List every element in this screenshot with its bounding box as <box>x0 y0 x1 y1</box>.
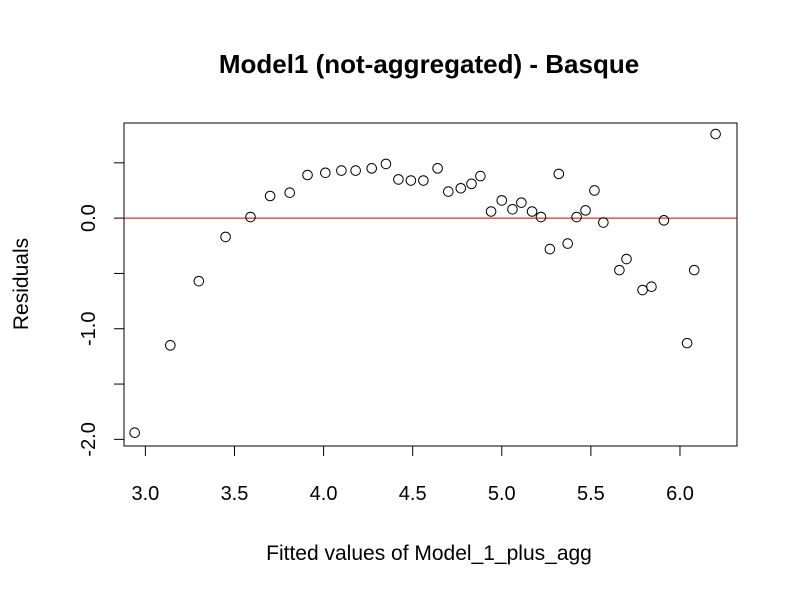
data-point <box>245 211 256 223</box>
data-point <box>516 197 527 208</box>
data-point <box>418 175 429 186</box>
x-tick-label: 5.5 <box>577 483 605 505</box>
data-point <box>264 190 276 202</box>
data-point <box>688 264 700 276</box>
data-point <box>485 206 497 217</box>
data-point <box>681 337 693 349</box>
data-point <box>646 281 657 293</box>
y-tick-label: -2.0 <box>78 422 100 456</box>
x-axis: 3.0 3.5 4.0 4.5 5.0 5.5 6.0 <box>131 445 694 505</box>
data-point <box>496 195 508 206</box>
data-point <box>320 167 331 179</box>
data-point <box>405 175 417 186</box>
data-point <box>658 215 670 226</box>
data-point <box>220 231 231 243</box>
x-tick-label: 3.0 <box>131 483 159 505</box>
data-point <box>165 340 176 351</box>
data-point <box>284 187 296 198</box>
data-point <box>553 168 565 180</box>
data-point <box>380 158 392 170</box>
data-point <box>710 128 721 140</box>
data-point <box>466 178 477 190</box>
chart-title: Model1 (not-aggregated) - Basque <box>219 49 639 79</box>
data-point <box>589 185 600 196</box>
y-tick-label: 0.0 <box>78 204 100 232</box>
data-points <box>129 128 721 439</box>
data-point <box>526 206 538 217</box>
data-point <box>475 170 486 182</box>
data-point <box>455 182 467 194</box>
x-tick-label: 4.5 <box>399 483 427 505</box>
data-point <box>193 275 205 287</box>
data-point <box>302 169 313 181</box>
x-tick-label: 3.5 <box>221 483 249 505</box>
x-tick-label: 5.0 <box>488 483 516 505</box>
data-point <box>443 186 454 197</box>
x-axis-label: Fitted values of Model_1_plus_agg <box>266 542 592 565</box>
data-point <box>614 264 625 276</box>
data-point <box>580 205 591 216</box>
y-tick-label: -1.0 <box>78 312 100 346</box>
data-point <box>366 163 377 174</box>
data-point <box>350 165 361 176</box>
data-point <box>598 217 609 228</box>
plot-frame <box>123 122 738 447</box>
data-point <box>336 165 347 176</box>
y-axis-label: Residuals <box>10 238 33 330</box>
data-point <box>637 284 648 296</box>
data-point <box>571 211 582 223</box>
x-tick-label: 4.0 <box>310 483 338 505</box>
data-point <box>432 163 443 174</box>
data-point <box>393 174 404 185</box>
y-axis: -2.0 -1.0 0.0 <box>78 162 125 457</box>
data-point <box>544 243 556 255</box>
x-tick-label: 6.0 <box>666 483 694 505</box>
data-point <box>507 203 518 215</box>
data-point <box>535 211 547 223</box>
data-point <box>562 238 574 249</box>
data-point <box>621 253 632 265</box>
data-point <box>129 427 140 439</box>
